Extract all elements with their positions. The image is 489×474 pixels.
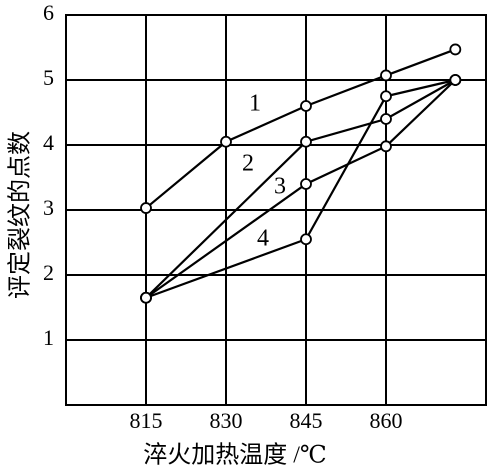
data-point — [140, 291, 152, 304]
y-tick-label: 5 — [43, 65, 54, 90]
data-point — [449, 74, 462, 86]
series-label: 3 — [274, 174, 286, 200]
series-line — [145, 78, 456, 299]
y-axis-title: 评定裂纹的点数 — [7, 131, 34, 299]
x-tick-label: 860 — [370, 408, 403, 433]
data-point — [300, 233, 312, 246]
data-point — [380, 113, 392, 125]
x-axis-title: 淬火加热温度 /℃ — [143, 442, 327, 469]
x-tick-label: 845 — [290, 408, 323, 433]
data-point — [140, 202, 152, 214]
data-point — [449, 43, 462, 56]
series-line — [145, 79, 457, 299]
x-tick-label: 815 — [130, 408, 163, 433]
y-tick-label: 4 — [43, 130, 54, 155]
series-line — [145, 79, 456, 299]
y-tick-label: 6 — [43, 0, 54, 25]
data-point — [380, 90, 392, 103]
data-point — [300, 178, 312, 190]
data-point — [380, 69, 392, 82]
series-label: 2 — [242, 151, 254, 177]
data-point — [300, 135, 312, 148]
data-point — [220, 135, 232, 148]
data-point — [300, 100, 312, 112]
series-label: 1 — [249, 91, 261, 117]
series-label: 4 — [257, 226, 269, 252]
y-tick-label: 2 — [43, 260, 54, 285]
y-tick-label: 3 — [43, 195, 54, 220]
data-point — [380, 140, 392, 153]
x-tick-label: 830 — [210, 408, 243, 433]
y-tick-label: 1 — [43, 325, 54, 350]
